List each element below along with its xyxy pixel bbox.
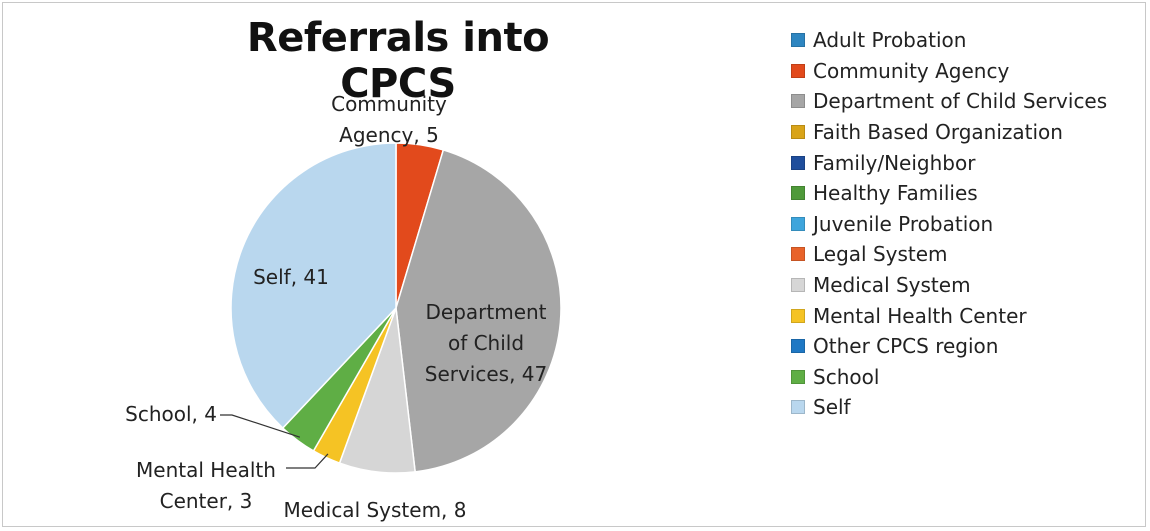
legend-label: Juvenile Probation: [813, 211, 994, 236]
legend-label: Self: [813, 395, 851, 420]
leader-line-school: [220, 414, 301, 438]
legend-label: Mental Health Center: [813, 303, 1027, 328]
legend-swatch: [791, 125, 805, 140]
legend-swatch: [791, 308, 805, 323]
legend-item-faith-based-organization: Faith Based Organization: [791, 117, 1107, 148]
legend-item-adult-probation: Adult Probation: [791, 25, 1107, 56]
legend-item-community-agency: Community Agency: [791, 56, 1107, 87]
data-label-self: Self, 41: [253, 265, 329, 289]
legend-swatch: [791, 186, 805, 201]
legend-item-legal-system: Legal System: [791, 239, 1107, 270]
chart-title: Referrals into CPCS: [246, 15, 550, 107]
legend-item-other-cpcs-region: Other CPCS region: [791, 331, 1107, 362]
legend-label: Medical System: [813, 273, 971, 298]
legend-label: Faith Based Organization: [813, 120, 1063, 145]
data-label-community-agency: Community Agency, 5: [331, 92, 447, 147]
legend-item-mental-health-center: Mental Health Center: [791, 300, 1107, 331]
legend-item-self: Self: [791, 392, 1107, 423]
legend-item-family-neighbor: Family/Neighbor: [791, 147, 1107, 178]
legend-label: Other CPCS region: [813, 334, 999, 359]
legend-swatch: [791, 63, 805, 78]
data-labels: Community Agency, 5 Department of Child Serv…: [125, 92, 547, 522]
pie-slices: [230, 142, 562, 474]
legend-swatch: [791, 339, 805, 354]
data-label-school: School, 4: [125, 402, 217, 426]
pie-chart: Community Agency, 5 Department of Child Serv…: [125, 92, 562, 522]
leader-line-mental-health-center: [286, 453, 329, 469]
legend-swatch: [791, 33, 805, 48]
legend-item-healthy-families: Healthy Families: [791, 178, 1107, 209]
legend-label: School: [813, 364, 880, 389]
legend-label: Adult Probation: [813, 28, 967, 53]
legend-item-juvenile-probation: Juvenile Probation: [791, 209, 1107, 240]
legend-swatch: [791, 216, 805, 231]
legend-swatch: [791, 400, 805, 415]
data-label-department-of-child-services: Department of Child Services, 47: [425, 300, 548, 386]
legend-swatch: [791, 94, 805, 109]
legend-item-medical-system: Medical System: [791, 270, 1107, 301]
legend: Adult Probation Community Agency Departmen…: [791, 25, 1107, 423]
legend-label: Legal System: [813, 242, 948, 267]
legend-label: Healthy Families: [813, 181, 978, 206]
legend-swatch: [791, 278, 805, 293]
legend-label: Department of Child Services: [813, 89, 1108, 114]
data-label-medical-system: Medical System, 8: [284, 498, 467, 522]
legend-swatch: [791, 247, 805, 262]
legend-swatch: [791, 369, 805, 384]
data-label-mental-health-center: Mental Health Center, 3: [136, 458, 276, 513]
legend-label: Family/Neighbor: [813, 150, 976, 175]
pie-slice-self: [230, 142, 397, 430]
legend-swatch: [791, 155, 805, 170]
pie-slice-department-of-child-services: [395, 148, 562, 473]
leader-lines: [220, 414, 329, 469]
legend-label: Community Agency: [813, 58, 1010, 83]
legend-item-department-of-child-services: Department of Child Services: [791, 86, 1107, 117]
legend-item-school: School: [791, 362, 1107, 393]
